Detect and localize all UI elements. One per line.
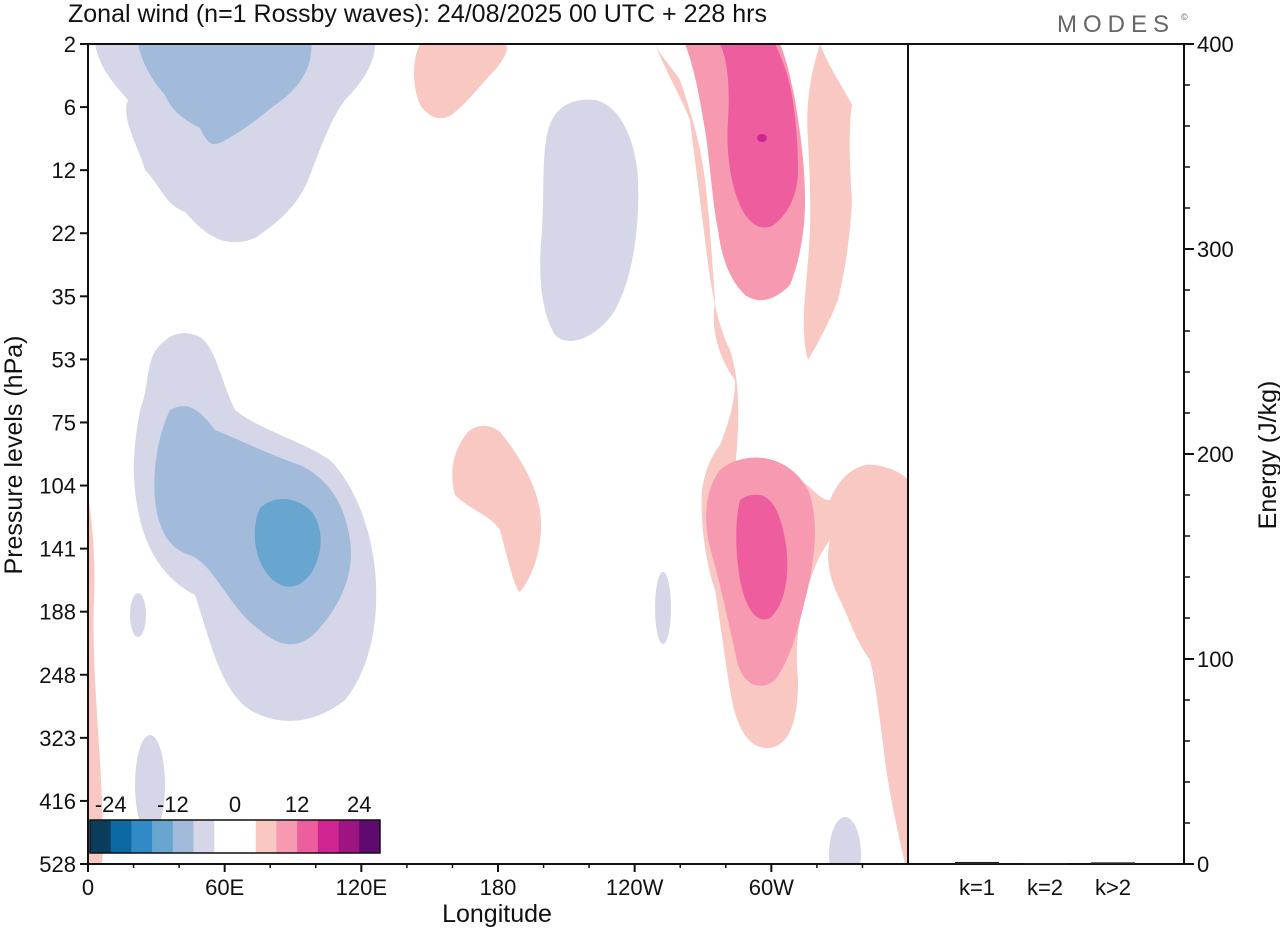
- contour-upper-westerly-right: [803, 44, 852, 360]
- colorbar-swatch: [152, 820, 174, 853]
- colorbar: -24 -12 0 12 24: [89, 792, 381, 854]
- y-tick-label: 416: [39, 789, 76, 814]
- chart-title: Zonal wind (n=1 Rossby waves): 24/08/202…: [68, 0, 767, 28]
- y-tick-label: 53: [52, 347, 76, 372]
- x-tick-label: 0: [82, 875, 94, 900]
- logo-copyright-mark: ©: [1181, 12, 1188, 22]
- colorbar-tick-label: 0: [229, 792, 241, 817]
- colorbar-swatch: [359, 820, 381, 853]
- contour-left-edge-westerly: [88, 495, 103, 864]
- y-axis-label: Pressure levels (hPa): [0, 336, 28, 575]
- x-tick-label: 120W: [606, 875, 664, 900]
- contour-easterly-patch-c: [655, 572, 671, 644]
- colorbar-tick-label: 12: [285, 792, 309, 817]
- x-tick-label: 120E: [336, 875, 387, 900]
- y-tick-label: 188: [39, 600, 76, 625]
- x-axis-label: Longitude: [442, 900, 552, 928]
- logo-text: MODES: [1057, 11, 1175, 38]
- colorbar-swatch: [172, 820, 194, 853]
- contour-mid-westerly-weak: [452, 425, 541, 592]
- energy-tick-label: 100: [1197, 647, 1234, 672]
- colorbar-swatch: [235, 820, 257, 853]
- x-axis: 0 60E 120E 180 120W 60W: [82, 864, 864, 900]
- energy-tick-label: 200: [1197, 442, 1234, 467]
- y-tick-label: 104: [39, 474, 76, 499]
- colorbar-swatch: [193, 820, 215, 853]
- contour-easterly-patch-a: [130, 593, 146, 637]
- colorbar-swatch: [214, 820, 236, 853]
- energy-tick-label: 400: [1197, 32, 1234, 57]
- y-tick-label: 35: [52, 284, 76, 309]
- y-tick-label: 12: [52, 158, 76, 183]
- contour-fills: [88, 44, 908, 864]
- y-tick-label: 6: [64, 95, 76, 120]
- contour-lower-easterly-core: [254, 498, 321, 587]
- y-tick-label: 75: [52, 410, 76, 435]
- colorbar-swatch: [255, 820, 277, 853]
- y-tick-label: 528: [39, 852, 76, 877]
- contour-easterly-patch-d: [829, 817, 861, 864]
- x-tick-label: 180: [480, 875, 517, 900]
- contour-upper-westerly-peak: [757, 134, 767, 142]
- colorbar-swatch: [338, 820, 360, 853]
- colorbar-swatch: [110, 820, 132, 853]
- energy-category-label: k=2: [1027, 875, 1063, 900]
- energy-bar: [1091, 862, 1135, 864]
- energy-category-label: k>2: [1095, 875, 1131, 900]
- contour-upper-westerly-outer: [655, 44, 908, 864]
- x-tick-label: 60W: [749, 875, 794, 900]
- colorbar-swatch: [90, 820, 112, 853]
- y-tick-label: 323: [39, 726, 76, 751]
- energy-tick-label: 0: [1197, 852, 1209, 877]
- energy-category-label: k=1: [959, 875, 995, 900]
- energy-y-label: Energy (J/kg): [1254, 381, 1280, 530]
- energy-bar-panel: k=1 k=2 k>2 0 100 200 300 400 Energy (J/kg): [908, 32, 1280, 900]
- energy-bar: [1023, 862, 1067, 865]
- colorbar-tick-label: 24: [347, 792, 371, 817]
- colorbar-frame: [89, 819, 381, 854]
- colorbar-swatch: [297, 820, 319, 853]
- contour-upper-westerly-small: [414, 44, 507, 119]
- energy-bars: k=1 k=2 k>2: [955, 861, 1135, 900]
- colorbar-tick-label: -24: [95, 792, 127, 817]
- contour-mid-easterly: [540, 99, 639, 341]
- y-tick-label: 2: [64, 32, 76, 57]
- energy-tick-label: 300: [1197, 237, 1234, 262]
- contour-lower-westerly-core: [736, 494, 788, 620]
- contour-easterly-patch-b: [135, 735, 165, 835]
- y-tick-label: 248: [39, 663, 76, 688]
- colorbar-swatch: [131, 820, 153, 853]
- y-axis: 2 6 12 22 35 53 75 104 141 188 248 323 416 528: [39, 32, 88, 877]
- wind-contour-plot: [87, 43, 909, 865]
- colorbar-swatch: [317, 820, 339, 853]
- colorbar-swatch: [276, 820, 298, 853]
- x-tick-label: 60E: [205, 875, 244, 900]
- energy-ticks: 0 100 200 300 400: [1184, 32, 1234, 877]
- contour-upper-easterly-inner: [138, 44, 312, 145]
- y-tick-label: 22: [52, 221, 76, 246]
- contour-lower-easterly-mid: [154, 406, 351, 645]
- colorbar-tick-label: -12: [157, 792, 189, 817]
- energy-bar: [955, 861, 999, 864]
- y-tick-label: 141: [39, 537, 76, 562]
